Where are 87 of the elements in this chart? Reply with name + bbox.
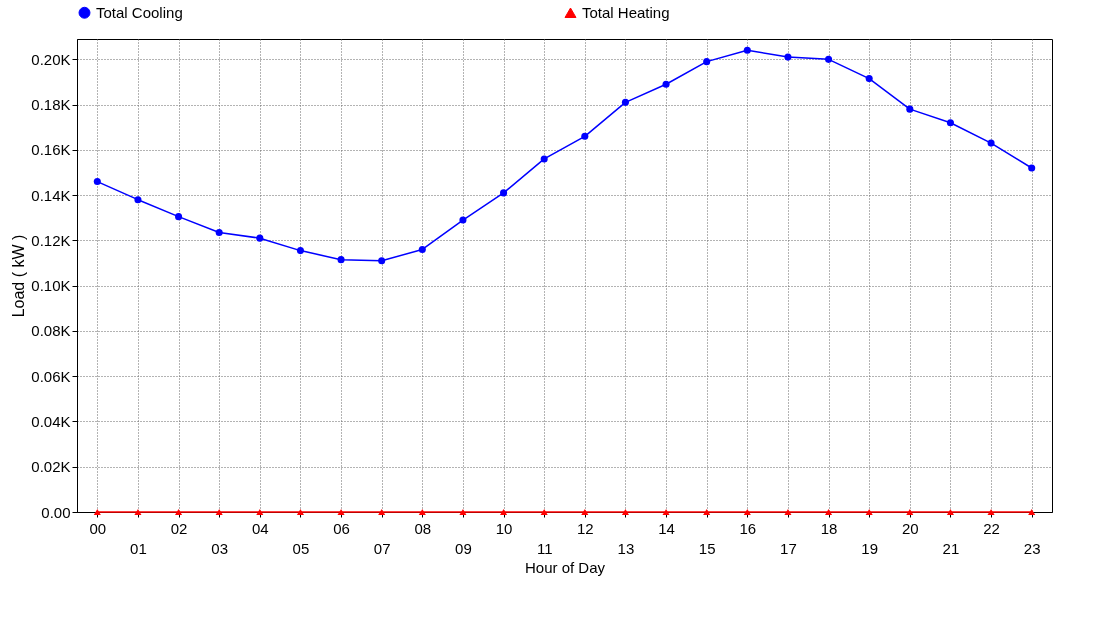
x-tick-label: 23 — [1023, 539, 1041, 557]
point — [175, 213, 183, 221]
y-tick-label: 0.06K — [31, 367, 71, 385]
x-tick-label: 04 — [251, 519, 269, 537]
point — [296, 247, 304, 255]
y-tick-label: 0.20K — [31, 50, 71, 68]
point — [337, 508, 345, 516]
point — [134, 508, 142, 516]
x-tick-label: 16 — [739, 519, 757, 537]
point — [662, 80, 670, 88]
y-tick-label: 0.16K — [31, 141, 71, 159]
x-tick-label: 07 — [373, 539, 391, 557]
x-tick-label: 13 — [617, 539, 635, 557]
point — [825, 508, 833, 516]
point — [215, 228, 223, 237]
y-tick-label: 0.00 — [41, 503, 71, 521]
x-tick-label: 19 — [861, 539, 879, 557]
point — [581, 508, 589, 516]
point — [581, 132, 589, 140]
point — [256, 508, 264, 516]
x-tick-label: 18 — [820, 519, 838, 537]
x-tick-label: 02 — [170, 519, 188, 537]
point — [906, 508, 914, 516]
legend-label: Total Cooling — [96, 3, 183, 21]
point — [703, 508, 711, 516]
x-tick-label: 11 — [536, 539, 553, 557]
point — [337, 256, 345, 264]
point — [1028, 164, 1036, 172]
point — [296, 508, 304, 516]
point — [743, 508, 751, 516]
y-tick-label: 0.12K — [31, 231, 71, 249]
x-tick-label: 14 — [658, 519, 675, 537]
point — [418, 245, 426, 253]
y-tick-label: 0.02K — [31, 458, 71, 476]
y-tick-label: 0.10K — [31, 277, 71, 295]
point — [703, 58, 711, 66]
point — [621, 98, 629, 106]
point — [500, 508, 508, 516]
y-tick-label: 0.14K — [31, 186, 71, 204]
point — [987, 139, 995, 147]
x-tick-label: 21 — [942, 539, 960, 557]
point — [175, 508, 183, 516]
x-tick-label: 06 — [333, 519, 350, 537]
x-tick-label: 00 — [89, 519, 107, 537]
x-tick-label: 17 — [780, 539, 797, 557]
point — [459, 508, 467, 516]
x-tick-label: 12 — [576, 519, 594, 537]
point — [215, 508, 223, 516]
point — [540, 155, 548, 163]
point — [621, 508, 629, 516]
y-axis-title: Load ( kW ) — [10, 234, 28, 318]
x-tick-label: 03 — [211, 539, 229, 557]
legend-label: Total Heating — [582, 3, 670, 21]
x-tick-label: 20 — [901, 519, 919, 537]
point — [540, 508, 548, 516]
x-tick-label: 01 — [130, 539, 147, 557]
point — [865, 508, 873, 516]
point — [743, 46, 751, 54]
point — [256, 234, 264, 242]
x-tick-label: 10 — [495, 519, 513, 537]
point — [865, 75, 873, 83]
point — [946, 119, 954, 127]
point — [134, 196, 142, 204]
y-tick-label: 0.04K — [31, 412, 71, 430]
point — [662, 508, 670, 516]
point — [459, 216, 467, 224]
x-tick-label: 08 — [414, 519, 432, 537]
point — [784, 53, 792, 61]
y-tick-label: 0.08K — [31, 322, 71, 340]
point — [987, 508, 995, 516]
x-tick-label: 05 — [292, 539, 310, 557]
point — [946, 508, 954, 516]
x-tick-label: 15 — [698, 539, 716, 557]
point — [378, 257, 386, 265]
x-tick-label: 09 — [455, 539, 472, 557]
x-tick-label: 22 — [983, 519, 1000, 537]
point — [418, 508, 426, 516]
x-axis-title: Hour of Day — [524, 558, 606, 576]
point — [378, 508, 386, 516]
y-tick-label: 0.18K — [31, 96, 71, 114]
point — [825, 55, 833, 63]
point — [784, 508, 792, 516]
point — [906, 105, 914, 113]
point — [500, 189, 508, 197]
point — [93, 508, 101, 516]
point — [1028, 508, 1036, 516]
point — [93, 178, 101, 186]
